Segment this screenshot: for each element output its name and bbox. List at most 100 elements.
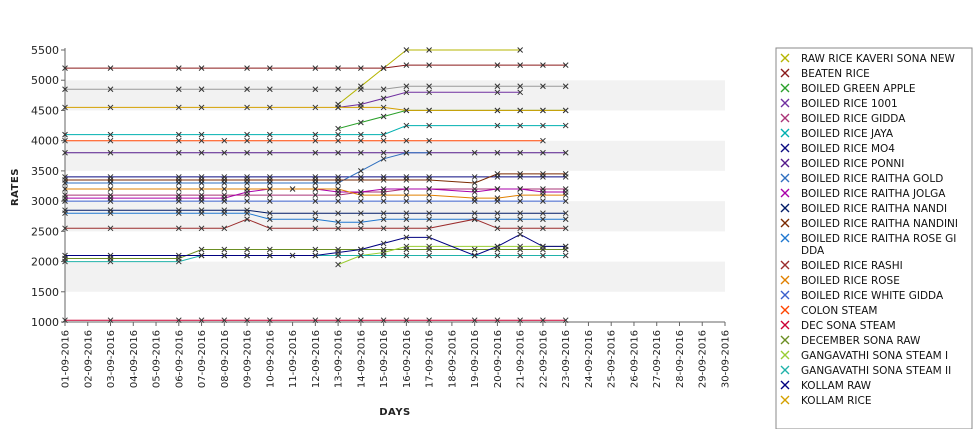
data-point <box>244 177 250 183</box>
x-tick-label: 14-09-2016 <box>356 330 367 388</box>
x-tick-label: 22-09-2016 <box>538 330 549 388</box>
data-point <box>380 113 387 120</box>
data-point <box>358 86 364 93</box>
legend-marker <box>780 83 790 93</box>
data-point <box>358 317 364 324</box>
data-point <box>312 177 319 183</box>
data-point <box>266 149 273 156</box>
data-point <box>426 149 432 156</box>
data-point <box>358 246 364 253</box>
data-point <box>540 137 546 144</box>
data-point <box>244 216 250 223</box>
data-point <box>198 86 205 93</box>
data-point <box>266 137 273 144</box>
data-point <box>380 95 387 102</box>
data-point <box>380 186 387 192</box>
data-point <box>221 252 228 259</box>
data-point <box>562 210 569 217</box>
data-point <box>198 198 205 204</box>
data-point <box>312 198 319 204</box>
legend-label: BOILED RICE RAITHA GOLD <box>801 173 943 185</box>
data-point <box>175 177 182 183</box>
grid-band <box>65 231 725 262</box>
data-point <box>517 89 524 96</box>
data-point <box>335 65 341 71</box>
data-point <box>175 149 182 156</box>
x-tick-label: 18-09-2016 <box>447 330 458 388</box>
legend-marker <box>780 128 790 138</box>
x-tick-label: 06-09-2016 <box>174 330 185 388</box>
data-point <box>244 198 250 204</box>
data-point <box>244 131 250 138</box>
data-point <box>62 317 68 324</box>
legend-label: COLON STEAM <box>801 305 877 317</box>
data-point <box>540 122 546 129</box>
data-point <box>312 149 319 156</box>
data-point <box>494 171 501 177</box>
y-tick-label: 1000 <box>31 316 59 329</box>
x-tick-label: 01-09-2016 <box>61 330 72 388</box>
legend-marker <box>780 113 790 123</box>
legend-frame <box>775 47 973 429</box>
x-axis-title: DAYS <box>379 407 411 418</box>
data-point <box>517 107 524 114</box>
data-point <box>266 65 273 71</box>
data-point <box>358 104 364 111</box>
x-tick-label: 16-09-2016 <box>402 330 413 388</box>
data-point <box>198 104 205 111</box>
data-point <box>494 89 501 96</box>
data-point <box>494 122 501 129</box>
data-point <box>426 83 432 90</box>
data-point <box>380 198 387 204</box>
data-point <box>175 86 182 93</box>
data-point <box>540 243 546 250</box>
data-point <box>426 107 432 114</box>
data-point <box>403 83 410 90</box>
data-point <box>62 210 68 217</box>
data-point <box>517 47 524 53</box>
data-point <box>244 252 250 259</box>
legend-label: GANGAVATHI SONA STEAM II <box>801 365 951 377</box>
data-point <box>107 86 114 93</box>
legend-label: BOILED RICE RAITHA NANDI <box>801 203 947 215</box>
data-point <box>266 252 273 259</box>
data-point <box>403 47 410 53</box>
data-point <box>380 192 387 198</box>
data-point <box>471 216 478 223</box>
data-point <box>107 177 114 183</box>
data-point <box>494 198 501 204</box>
data-point <box>380 177 387 183</box>
data-point <box>62 65 68 71</box>
legend-marker <box>780 305 790 315</box>
y-tick-label: 2500 <box>31 225 59 238</box>
data-point <box>107 131 114 138</box>
data-point <box>540 192 546 198</box>
data-point <box>198 131 205 138</box>
data-point <box>221 186 228 192</box>
legend-marker <box>780 365 790 375</box>
data-point <box>380 225 387 232</box>
grid-band <box>65 291 725 322</box>
data-point <box>380 104 387 111</box>
legend-label: BOILED RICE 1001 <box>801 98 898 110</box>
y-axis: 1000 1500 2000 2500 3000 3500 4000 4500 5000 5500 <box>31 44 66 329</box>
data-point <box>312 186 319 192</box>
data-point <box>244 65 250 71</box>
legend-label: KOLLAM RICE <box>801 395 871 407</box>
data-point <box>266 317 273 324</box>
grid-bands <box>65 50 725 322</box>
data-point <box>198 225 205 232</box>
data-point <box>107 198 114 204</box>
legend-marker <box>780 68 790 78</box>
data-point <box>221 246 228 253</box>
data-point <box>175 258 182 265</box>
data-point <box>335 186 341 192</box>
data-point <box>175 186 182 192</box>
data-point <box>221 225 228 232</box>
series-line <box>65 106 566 111</box>
data-point <box>358 149 364 156</box>
data-point <box>540 83 546 90</box>
legend-marker <box>780 290 790 300</box>
data-point <box>403 149 410 156</box>
